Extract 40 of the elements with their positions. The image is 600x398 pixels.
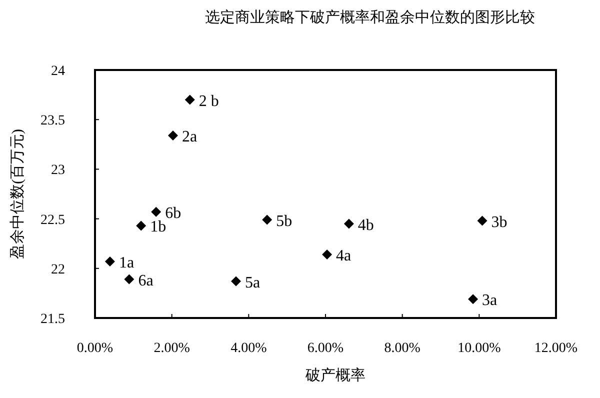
annotation: 2 b (198, 92, 219, 110)
y-tick-label: 22.5 (40, 212, 65, 228)
point (322, 250, 332, 260)
point (124, 274, 134, 284)
annotation: 1b (150, 218, 166, 236)
y-tick-label: 23.5 (40, 114, 65, 129)
x-tick-label: 4.00% (230, 341, 268, 356)
y-tick-label: 21.5 (40, 312, 65, 327)
annotation: 6b (165, 204, 182, 222)
point (262, 214, 272, 225)
x-tick-label: 6.00% (307, 341, 344, 356)
chart-title: 选定商业策略下破产概率和盈余中位数的图形比较 (205, 9, 535, 26)
annotation: 6a (138, 272, 154, 290)
point (184, 94, 195, 105)
annotation: 4b (358, 216, 374, 234)
annotation: 4a (336, 248, 352, 265)
y-tick-label: 23 (51, 163, 65, 178)
annotation: 2a (182, 128, 198, 146)
point (230, 276, 241, 286)
point (151, 206, 162, 217)
point (477, 216, 488, 226)
point (104, 256, 115, 266)
annotation: 1a (118, 254, 134, 272)
y-tick-label: 22 (51, 262, 65, 278)
annotation: 5b (276, 212, 292, 230)
annotation: 5a (244, 274, 260, 292)
x-tick-label: 0.00% (76, 341, 114, 356)
x-tick-label: 12.00% (534, 341, 578, 356)
y-axis-title: 盈余中位数(百万元) (9, 129, 26, 259)
point (168, 130, 178, 140)
x-tick-label: 8.00% (384, 341, 421, 356)
y-tick-label: 24 (51, 64, 65, 79)
x-axis-title: 破产概率 (304, 367, 366, 384)
point (344, 218, 354, 229)
x-tick-label: 2.00% (154, 341, 190, 356)
point (468, 294, 478, 304)
annotation: 3b (491, 214, 508, 231)
point (136, 220, 146, 231)
annotation: 3a (482, 292, 498, 310)
x-tick-label: 10.00% (458, 341, 502, 356)
